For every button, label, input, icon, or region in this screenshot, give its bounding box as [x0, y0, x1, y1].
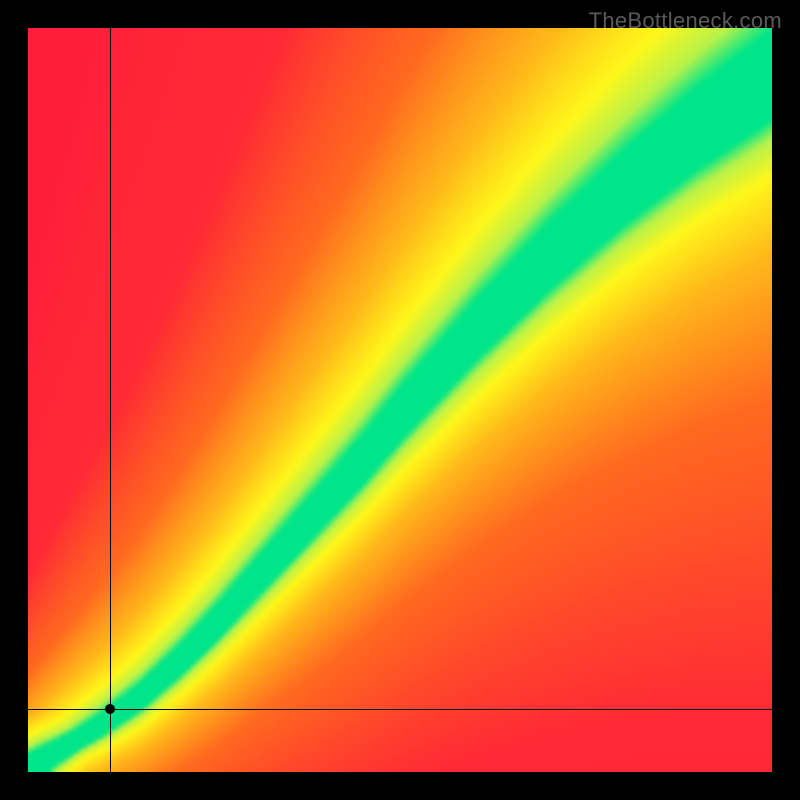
crosshair-vertical — [110, 28, 111, 772]
crosshair-horizontal — [28, 709, 772, 710]
crosshair-marker — [105, 704, 115, 714]
watermark-text: TheBottleneck.com — [589, 8, 782, 34]
figure-container: TheBottleneck.com — [0, 0, 800, 800]
plot-area — [28, 28, 772, 772]
heatmap-canvas — [28, 28, 772, 772]
